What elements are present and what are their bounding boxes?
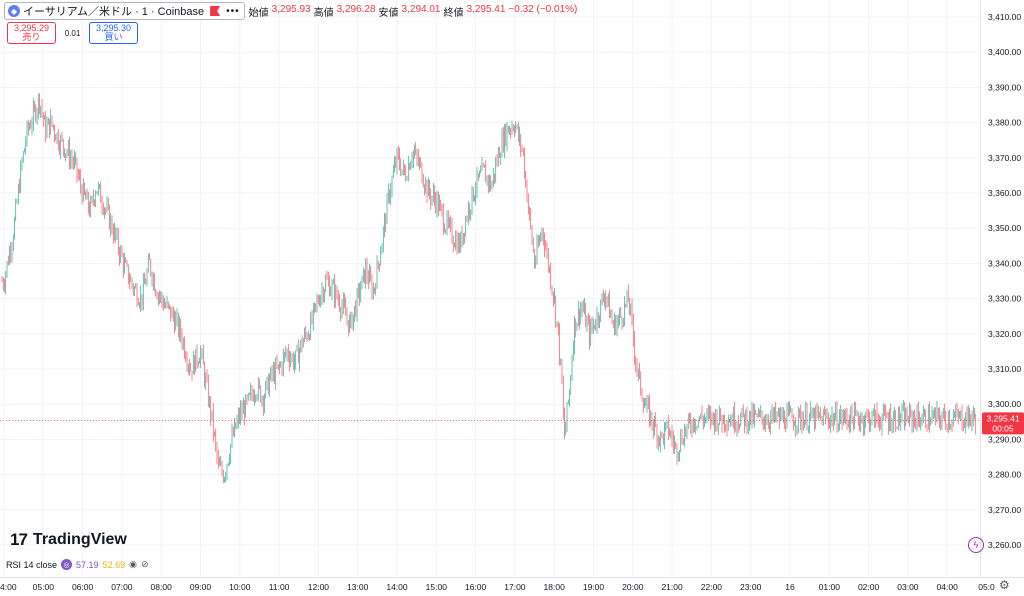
tradingview-logo[interactable]: 17 TradingView bbox=[10, 530, 127, 550]
price-tick-label: 3,300.00 bbox=[988, 399, 1021, 409]
time-tick-label: 05:00 bbox=[33, 582, 55, 592]
indicator-icon: ◎ bbox=[61, 559, 73, 570]
price-tick-label: 3,370.00 bbox=[988, 153, 1021, 163]
tradingview-mark-icon: 17 bbox=[10, 530, 28, 549]
price-tick-label: 3,350.00 bbox=[988, 223, 1021, 233]
high-label: 高値 bbox=[313, 7, 334, 19]
time-tick-label: 13:00 bbox=[347, 582, 369, 592]
bar-countdown: 00:05 bbox=[992, 423, 1014, 433]
open-value: 3,295.93 bbox=[271, 3, 311, 15]
time-tick-label: 17:00 bbox=[504, 582, 526, 592]
high-value: 3,296.28 bbox=[336, 3, 376, 15]
price-tick-label: 3,310.00 bbox=[988, 364, 1021, 374]
ohlc-values: 始値 3,295.93 高値 3,296.28 安値 3,294.01 終値 3,295… bbox=[249, 4, 578, 19]
eth-icon: ◆ bbox=[8, 5, 20, 17]
tradingview-logo-text: TradingView bbox=[32, 531, 127, 548]
time-tick-label: 20:00 bbox=[622, 582, 644, 592]
more-icon[interactable]: ••• bbox=[226, 5, 240, 17]
time-tick-label: 4:00 bbox=[0, 582, 17, 592]
low-label: 安値 bbox=[378, 7, 399, 19]
time-tick-label: 02:00 bbox=[858, 582, 880, 592]
sell-price: 3,295.29 bbox=[13, 23, 50, 33]
sell-button[interactable]: 3,295.29 売り bbox=[7, 22, 56, 44]
price-tick-label: 3,260.00 bbox=[988, 540, 1021, 550]
rsi-label[interactable]: RSI 14 close bbox=[6, 559, 58, 570]
time-tick-label: 10:00 bbox=[229, 582, 251, 592]
lightning-icon[interactable]: ϟ bbox=[968, 537, 984, 553]
spread-value: 0.01 bbox=[64, 28, 81, 38]
open-label: 始値 bbox=[248, 7, 269, 19]
time-axis[interactable]: 4:00 05:00 06:00 07:00 08:00 09:00 10:00 11:00 1… bbox=[0, 577, 1024, 593]
time-tick-label: 04:00 bbox=[937, 582, 959, 592]
time-tick-label: 03:00 bbox=[897, 582, 919, 592]
symbol-title: イーサリアム／米ドル · 1 · Coinbase bbox=[23, 6, 205, 18]
time-tick-label: 16 bbox=[785, 582, 795, 592]
candles bbox=[1, 93, 977, 484]
time-tick-label: 09:00 bbox=[190, 582, 212, 592]
buy-button[interactable]: 3,295.30 買い bbox=[89, 22, 138, 44]
last-price-badge bbox=[982, 412, 1024, 435]
close-label: 終値 bbox=[443, 7, 464, 19]
time-tick-label: 22:00 bbox=[701, 582, 723, 592]
time-tick-label: 19:00 bbox=[583, 582, 605, 592]
price-tick-label: 3,290.00 bbox=[988, 434, 1021, 444]
price-tick-label: 3,330.00 bbox=[988, 294, 1021, 304]
price-tick-label: 3,390.00 bbox=[988, 82, 1021, 92]
price-tick-label: 3,280.00 bbox=[988, 470, 1021, 480]
time-tick-label: 23:00 bbox=[740, 582, 762, 592]
time-tick-label: 01:00 bbox=[819, 582, 841, 592]
price-tick-label: 3,360.00 bbox=[988, 188, 1021, 198]
price-axis[interactable]: 3,410.00 3,400.00 3,390.00 3,380.00 3,370.00… bbox=[980, 0, 1024, 596]
time-tick-label: 11:00 bbox=[269, 582, 290, 592]
time-tick-label: 16:00 bbox=[465, 582, 487, 592]
price-tick-label: 3,270.00 bbox=[988, 505, 1021, 515]
time-tick-label: 21:00 bbox=[661, 582, 683, 592]
time-tick-label: 15:00 bbox=[426, 582, 448, 592]
change-value: −0.32 (−0.01%) bbox=[508, 3, 578, 15]
symbol-selector[interactable]: ◆ イーサリアム／米ドル · 1 · Coinbase ••• bbox=[4, 2, 245, 20]
chart-grid bbox=[0, 0, 987, 577]
rsi-ma-value: 52.69 bbox=[102, 559, 126, 570]
buy-price: 3,295.30 bbox=[95, 23, 132, 33]
time-tick-label: 07:00 bbox=[111, 582, 133, 592]
hide-icon[interactable]: ⊘ bbox=[140, 559, 149, 569]
price-tick-label: 3,340.00 bbox=[988, 258, 1021, 268]
rsi-legend: RSI 14 close ◎ 57.19 52.69 ◉ ⊘ bbox=[6, 559, 149, 570]
time-tick-label: 12:00 bbox=[308, 582, 330, 592]
last-price-label: 3,295.41 bbox=[986, 413, 1019, 423]
chart-legend: ◆ イーサリアム／米ドル · 1 · Coinbase ••• 始値 3,295.… bbox=[4, 2, 577, 20]
trade-buttons: 3,295.29 売り 0.01 3,295.30 買い bbox=[7, 22, 138, 44]
price-tick-label: 3,400.00 bbox=[988, 47, 1021, 57]
flag-icon[interactable] bbox=[210, 6, 221, 16]
price-tick-label: 3,320.00 bbox=[988, 329, 1021, 339]
close-value: 3,295.41 bbox=[466, 3, 506, 15]
visibility-icon[interactable]: ◉ bbox=[129, 559, 137, 569]
price-tick-label: 3,410.00 bbox=[988, 12, 1021, 22]
price-tick-label: 3,380.00 bbox=[988, 118, 1021, 128]
rsi-value: 57.19 bbox=[76, 559, 99, 570]
time-tick-label: 18:00 bbox=[544, 582, 566, 592]
low-value: 3,294.01 bbox=[401, 3, 441, 15]
gear-icon[interactable]: ⚙ bbox=[999, 578, 1010, 592]
time-tick-label: 14:00 bbox=[386, 582, 408, 592]
time-tick-label: 06:00 bbox=[72, 582, 94, 592]
time-tick-label: 08:00 bbox=[151, 582, 173, 592]
sell-label: 売り bbox=[22, 32, 41, 42]
buy-label: 買い bbox=[104, 32, 123, 42]
time-tick-label: 05:0 bbox=[978, 582, 995, 592]
